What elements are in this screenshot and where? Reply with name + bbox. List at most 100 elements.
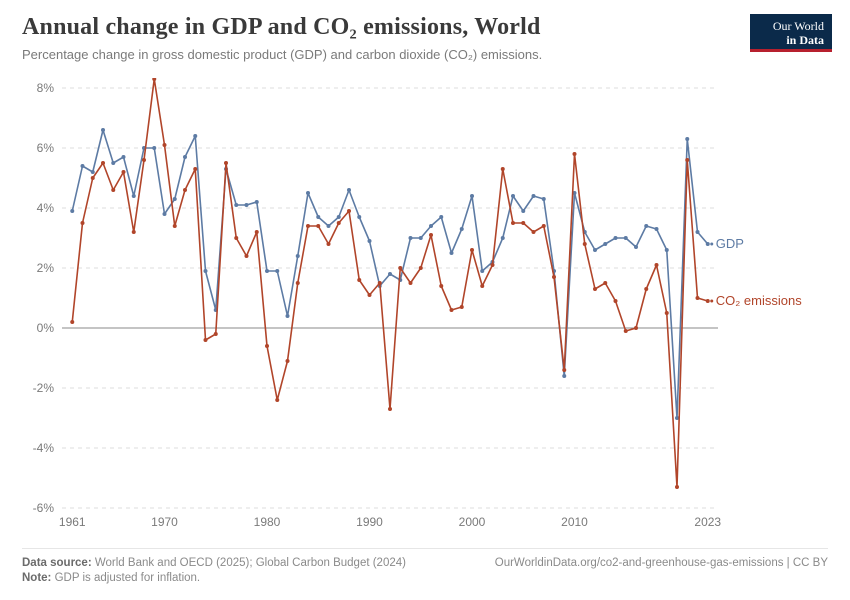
footer-source-label: Data source: xyxy=(22,557,92,569)
series-marker-gdp xyxy=(562,374,566,378)
series-marker-gdp xyxy=(450,251,454,255)
series-marker-co2 xyxy=(368,293,372,297)
series-marker-co2 xyxy=(552,275,556,279)
x-tick-label: 1970 xyxy=(151,515,178,529)
series-marker-co2 xyxy=(409,281,413,285)
series-marker-co2 xyxy=(603,281,607,285)
series-marker-gdp xyxy=(81,164,85,168)
series-marker-gdp xyxy=(634,245,638,249)
series-marker-gdp xyxy=(306,191,310,195)
y-tick-label: 0% xyxy=(37,321,55,335)
y-tick-label: -2% xyxy=(33,381,55,395)
series-marker-co2 xyxy=(429,233,433,237)
y-tick-label: -4% xyxy=(33,441,55,455)
series-marker-co2 xyxy=(347,209,351,213)
logo-line2: in Data xyxy=(758,33,824,47)
footer-right: OurWorldinData.org/co2-and-greenhouse-ga… xyxy=(495,557,828,569)
series-marker-co2 xyxy=(306,224,310,228)
series-marker-gdp xyxy=(521,209,525,213)
series-marker-co2 xyxy=(91,176,95,180)
series-marker-co2 xyxy=(234,236,238,240)
series-marker-co2 xyxy=(152,78,156,81)
x-tick-label: 1990 xyxy=(356,515,383,529)
series-marker-co2 xyxy=(573,152,577,156)
series-marker-co2 xyxy=(542,224,546,228)
y-tick-label: 6% xyxy=(37,141,55,155)
page-title: Annual change in GDP and CO₂ emissions, … xyxy=(22,14,740,41)
series-marker-co2 xyxy=(214,332,218,336)
series-marker-co2 xyxy=(593,287,597,291)
series-marker-gdp xyxy=(603,242,607,246)
page-root: Annual change in GDP and CO₂ emissions, … xyxy=(0,0,850,600)
logo-line1: Our World xyxy=(758,19,824,33)
series-marker-co2 xyxy=(480,284,484,288)
footer-note-text: GDP is adjusted for inflation. xyxy=(55,572,201,584)
series-label-co2: CO₂ emissions xyxy=(716,293,802,308)
series-marker-gdp xyxy=(470,194,474,198)
series-marker-gdp xyxy=(624,236,628,240)
series-marker-co2 xyxy=(316,224,320,228)
series-marker-co2 xyxy=(706,299,710,303)
header: Annual change in GDP and CO₂ emissions, … xyxy=(22,14,740,62)
series-marker-co2 xyxy=(624,329,628,333)
series-marker-co2 xyxy=(685,158,689,162)
series-marker-co2 xyxy=(675,485,679,489)
series-marker-co2 xyxy=(224,161,228,165)
x-tick-label: 2023 xyxy=(694,515,721,529)
y-tick-label: 4% xyxy=(37,201,55,215)
series-marker-co2 xyxy=(655,263,659,267)
series-marker-co2 xyxy=(388,407,392,411)
series-marker-gdp xyxy=(419,236,423,240)
x-tick-label: 1961 xyxy=(59,515,86,529)
series-marker-co2 xyxy=(337,221,341,225)
series-marker-co2 xyxy=(521,221,525,225)
series-marker-co2 xyxy=(327,242,331,246)
x-tick-label: 2000 xyxy=(459,515,486,529)
footer-note: Note: GDP is adjusted for inflation. xyxy=(22,572,828,584)
series-marker-gdp xyxy=(204,269,208,273)
series-marker-co2 xyxy=(204,338,208,342)
series-marker-gdp xyxy=(337,215,341,219)
series-marker-gdp xyxy=(111,161,115,165)
series-marker-co2 xyxy=(460,305,464,309)
series-marker-gdp xyxy=(245,203,249,207)
series-marker-co2 xyxy=(357,278,361,282)
series-marker-gdp xyxy=(357,215,361,219)
series-marker-co2 xyxy=(470,248,474,252)
series-marker-gdp xyxy=(234,203,238,207)
series-marker-gdp xyxy=(316,215,320,219)
series-marker-co2 xyxy=(163,143,167,147)
series-marker-co2 xyxy=(378,281,382,285)
series-marker-gdp xyxy=(460,227,464,231)
series-marker-co2 xyxy=(183,188,187,192)
series-marker-gdp xyxy=(132,194,136,198)
series-marker-co2 xyxy=(265,344,269,348)
series-marker-co2 xyxy=(81,221,85,225)
series-marker-co2 xyxy=(501,167,505,171)
series-marker-gdp xyxy=(163,212,167,216)
x-tick-label: 1980 xyxy=(254,515,281,529)
series-marker-co2 xyxy=(398,266,402,270)
series-marker-co2 xyxy=(286,359,290,363)
series-marker-co2 xyxy=(665,311,669,315)
series-marker-gdp xyxy=(644,224,648,228)
series-marker-gdp xyxy=(706,242,710,246)
series-marker-co2 xyxy=(511,221,515,225)
series-marker-co2 xyxy=(275,398,279,402)
series-marker-gdp xyxy=(593,248,597,252)
series-marker-co2 xyxy=(111,188,115,192)
series-marker-gdp xyxy=(70,209,74,213)
line-chart: -6%-4%-2%0%2%4%6%8%196119701980199020002… xyxy=(22,78,828,538)
series-marker-co2 xyxy=(419,266,423,270)
series-marker-co2 xyxy=(173,224,177,228)
series-label-dot-co2 xyxy=(710,300,713,303)
series-marker-co2 xyxy=(562,368,566,372)
series-marker-gdp xyxy=(101,128,105,132)
owid-logo: Our World in Data xyxy=(750,14,832,52)
series-marker-gdp xyxy=(296,254,300,258)
series-marker-gdp xyxy=(91,170,95,174)
series-marker-gdp xyxy=(480,269,484,273)
series-marker-co2 xyxy=(142,158,146,162)
y-tick-label: -6% xyxy=(33,501,55,515)
series-marker-co2 xyxy=(296,281,300,285)
